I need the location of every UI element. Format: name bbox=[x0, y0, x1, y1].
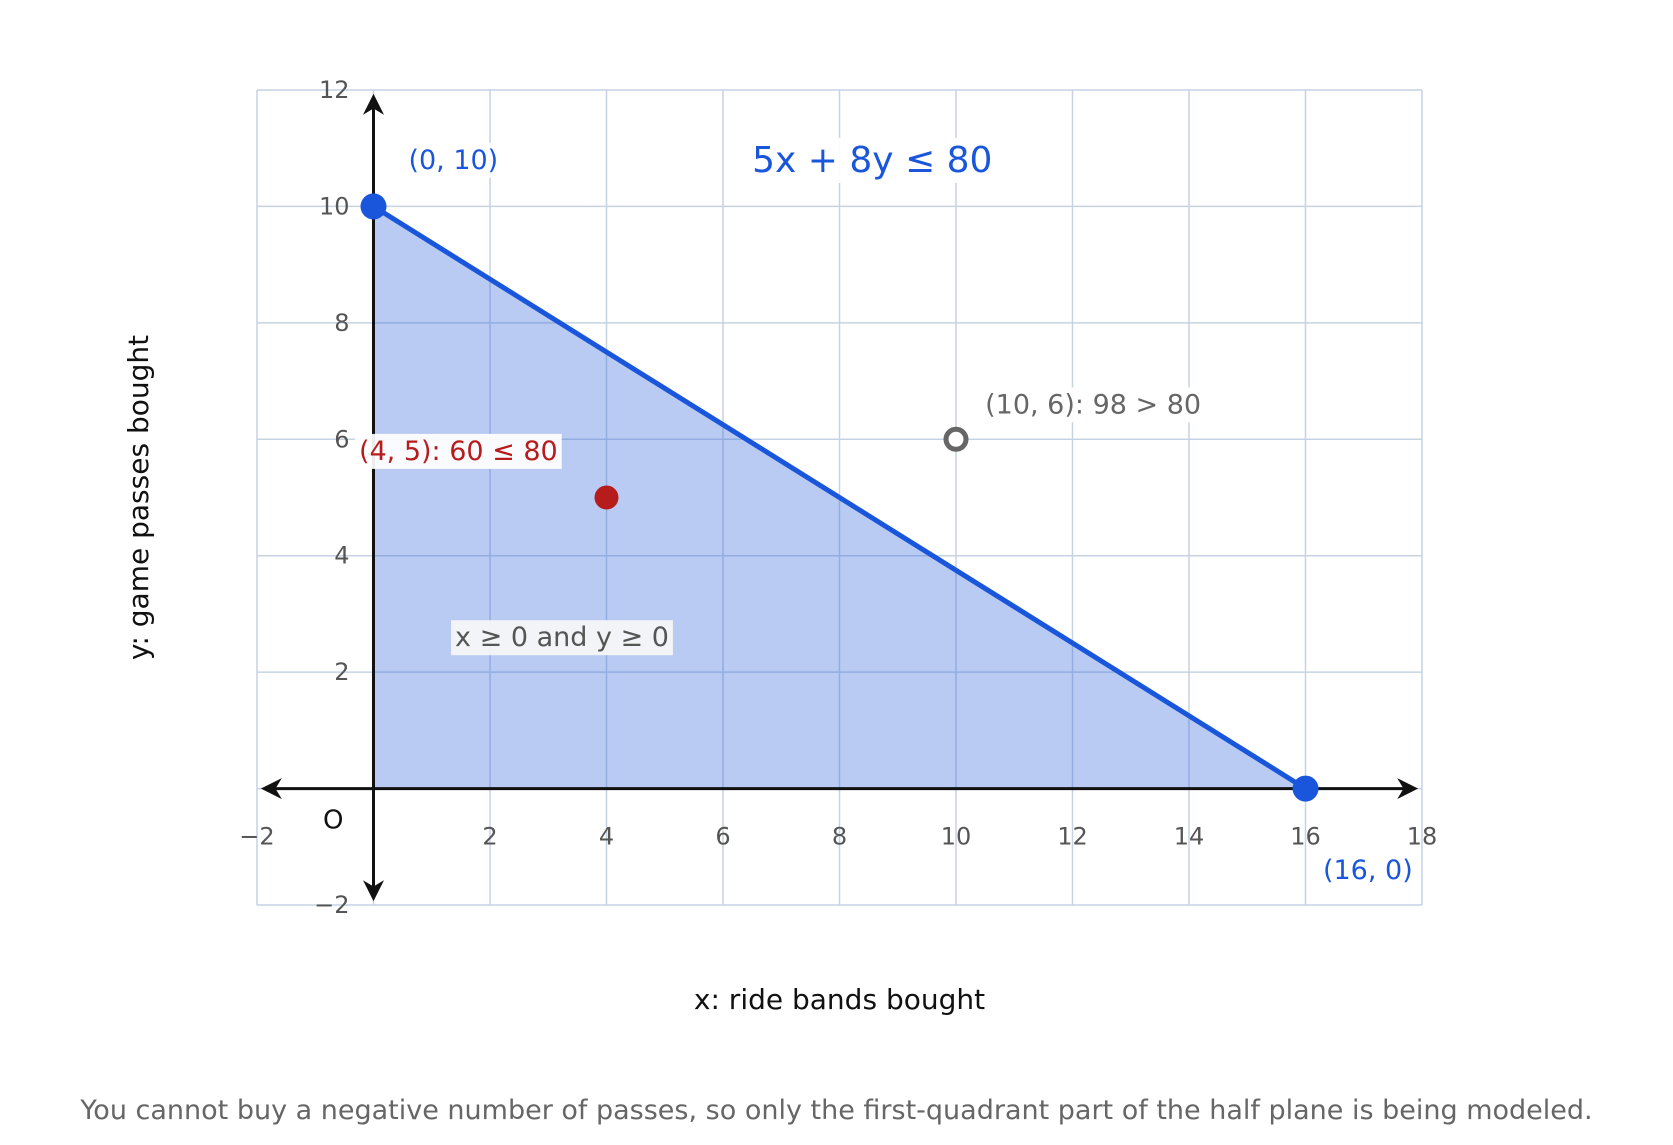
x-tick-label: 4 bbox=[599, 823, 614, 851]
origin-label: O bbox=[323, 806, 343, 836]
points bbox=[360, 193, 1319, 802]
intercept-point bbox=[1292, 775, 1319, 802]
test-point-label-non-solution-background bbox=[981, 387, 1206, 423]
boundary-line bbox=[372, 204, 1307, 791]
intercept-label-x-background bbox=[1318, 853, 1417, 889]
x-tick-label: 12 bbox=[1057, 823, 1088, 851]
test-point-label-solution-group: (4, 5): 60 ≤ 80 bbox=[354, 433, 562, 469]
test-point-label-non-solution: (10, 6): 98 > 80 bbox=[985, 389, 1201, 420]
y-tick-label: −2 bbox=[314, 891, 349, 919]
x-tick-label: −2 bbox=[239, 823, 274, 851]
x-tick-label: 18 bbox=[1407, 823, 1438, 851]
test-point-label-solution-background bbox=[354, 433, 562, 469]
intercept-label-x-group: (16, 0) bbox=[1318, 853, 1417, 889]
intercept-label-x: (16, 0) bbox=[1323, 855, 1413, 886]
y-tick-label: 12 bbox=[319, 76, 350, 104]
x-axis-label: x: ride bands bought bbox=[694, 983, 985, 1016]
caption: You cannot buy a negative number of pass… bbox=[80, 1095, 1593, 1126]
x-tick-label: 10 bbox=[941, 823, 972, 851]
region-label-background bbox=[451, 620, 673, 656]
intercept-label-y-group: (0, 10) bbox=[404, 142, 503, 178]
inequality-label: 5x + 8y ≤ 80 bbox=[752, 140, 992, 181]
test-point-non-solution bbox=[943, 426, 969, 452]
x-tick-label: 2 bbox=[482, 823, 497, 851]
test-point-label-non-solution-group: (10, 6): 98 > 80 bbox=[981, 387, 1206, 423]
y-tick-label: 4 bbox=[334, 542, 349, 570]
intercept-label-y-background bbox=[404, 142, 503, 178]
x-tick-label: 14 bbox=[1174, 823, 1205, 851]
y-tick-label: 10 bbox=[319, 192, 350, 220]
intercept-point bbox=[360, 193, 387, 220]
region-label-group: x ≥ 0 and y ≥ 0 bbox=[451, 620, 673, 656]
test-point-solution bbox=[594, 485, 619, 510]
inequality-label-group: 5x + 8y ≤ 80 bbox=[748, 137, 997, 183]
x-tick-label: 8 bbox=[832, 823, 847, 851]
test-point-label-solution: (4, 5): 60 ≤ 80 bbox=[359, 436, 558, 467]
y-tick-label: 6 bbox=[334, 425, 349, 453]
intercept-label-y: (0, 10) bbox=[408, 145, 498, 176]
region-label: x ≥ 0 and y ≥ 0 bbox=[455, 622, 669, 653]
x-tick-label: 16 bbox=[1290, 823, 1321, 851]
y-axis-label: y: game passes bought bbox=[122, 335, 155, 660]
tick-labels: −2 2 4 6 8 10 12 14 16 18 −2 2 4 6 8 10 12 O bbox=[239, 76, 1437, 919]
inequality-label-background bbox=[748, 137, 997, 183]
x-tick-label: 6 bbox=[715, 823, 730, 851]
y-tick-label: 2 bbox=[334, 658, 349, 686]
annotations: 5x + 8y ≤ 80 (0, 10) (16, 0) (4, 5): 60 ≤ 8… bbox=[354, 137, 1417, 889]
y-tick-label: 8 bbox=[334, 309, 349, 337]
